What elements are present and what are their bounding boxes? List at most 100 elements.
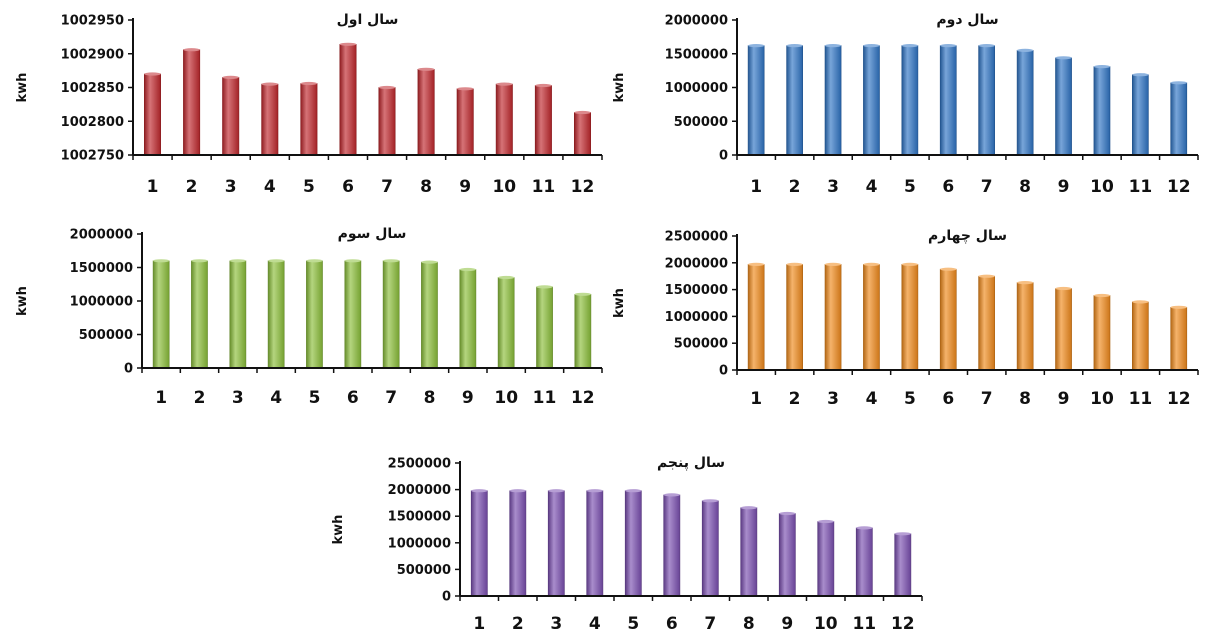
y-axis-label: kwh [15, 286, 30, 316]
bar-5 [300, 83, 318, 156]
x-tick-label: 1 [750, 389, 762, 409]
x-tick-label: 2 [789, 389, 801, 409]
x-tick-label: 10 [1090, 177, 1114, 197]
x-tick-label: 6 [942, 177, 954, 197]
x-tick-label: 6 [666, 614, 678, 634]
bar-top-10 [1093, 293, 1111, 298]
x-tick-label: 4 [264, 177, 276, 197]
bar-10 [817, 521, 835, 597]
x-tick-label: 2 [194, 388, 206, 408]
chart-title: سال پنجم [657, 455, 725, 471]
x-tick-label: 5 [904, 389, 916, 409]
bar-top-8 [421, 260, 438, 264]
y-tick-label: 1500000 [665, 283, 728, 298]
bar-top-5 [306, 259, 323, 263]
bar-4 [863, 264, 880, 371]
y-tick-label: 0 [719, 149, 728, 164]
bar-5 [624, 490, 642, 597]
bar-6 [344, 260, 362, 369]
bar-top-5 [901, 262, 918, 266]
bar-11 [534, 85, 552, 156]
y-axis-label: kwh [331, 515, 346, 545]
bar-top-3 [548, 489, 565, 493]
x-tick-label: 3 [827, 389, 839, 409]
bar-10 [1093, 66, 1111, 156]
bar-top-11 [856, 526, 873, 530]
bar-top-5 [901, 44, 918, 48]
bar-1 [144, 73, 162, 156]
x-tick-label: 7 [381, 177, 393, 197]
x-tick-label: 11 [1129, 177, 1153, 197]
bar-2 [786, 264, 804, 371]
bar-top-3 [229, 259, 246, 263]
bar-top-6 [663, 493, 680, 497]
y-tick-label: 1500000 [665, 47, 728, 62]
y-tick-label: 500000 [397, 563, 451, 578]
x-tick-label: 8 [420, 177, 432, 197]
bar-top-6 [940, 44, 957, 48]
x-tick-label: 10 [814, 614, 838, 634]
x-tick-label: 7 [704, 614, 716, 634]
y-tick-label: 2500000 [388, 457, 451, 472]
bar-top-8 [1017, 48, 1034, 53]
bar-top-2 [786, 262, 803, 266]
bar-1 [747, 264, 765, 371]
x-tick-label: 3 [550, 614, 562, 634]
x-tick-label: 1 [155, 388, 167, 408]
x-tick-label: 11 [852, 614, 876, 634]
bar-top-9 [459, 267, 476, 272]
x-tick-label: 12 [571, 177, 595, 197]
y-tick-label: 0 [124, 362, 133, 377]
y-axis-label: kwh [612, 288, 627, 318]
x-tick-label: 4 [866, 389, 878, 409]
x-tick-label: 3 [827, 177, 839, 197]
y-axis-label: kwh [15, 73, 30, 103]
bar-top-2 [786, 44, 803, 48]
bar-8 [417, 69, 435, 156]
x-tick-label: 6 [342, 177, 354, 197]
y-tick-label: 500000 [79, 328, 133, 343]
bar-top-3 [824, 44, 842, 48]
x-tick-label: 5 [627, 614, 639, 634]
bar-top-9 [779, 511, 796, 516]
bar-top-9 [1055, 56, 1072, 60]
bar-top-10 [496, 82, 513, 86]
bar-1 [747, 45, 765, 156]
x-tick-label: 9 [781, 614, 793, 634]
bar-12 [573, 112, 591, 156]
x-tick-label: 5 [303, 177, 315, 197]
chart-title: سال دوم [936, 12, 998, 28]
bar-top-10 [817, 519, 834, 524]
y-tick-label: 1000000 [70, 295, 133, 310]
x-tick-label: 11 [533, 388, 557, 408]
bar-10 [1093, 295, 1111, 371]
bar-top-4 [863, 262, 880, 266]
bar-1 [152, 260, 170, 369]
bar-4 [261, 83, 279, 156]
bar-7 [978, 275, 996, 371]
x-tick-label: 9 [462, 388, 474, 408]
bar-top-1 [153, 259, 170, 263]
bar-8 [421, 261, 438, 369]
bar-top-8 [1017, 281, 1034, 285]
bar-top-5 [625, 489, 642, 493]
bar-top-11 [535, 83, 552, 88]
bar-2 [786, 45, 804, 156]
y-tick-label: 0 [719, 364, 728, 379]
bar-11 [1131, 301, 1149, 371]
x-tick-label: 9 [1058, 177, 1070, 197]
chart-year-3: 0 500000 1000000 1500000 2000000 1 2 3 4 5 6 7 8 9 10 1… [0, 222, 610, 422]
bar-1 [470, 490, 488, 597]
x-tick-label: 4 [270, 388, 282, 408]
bar-5 [901, 264, 919, 371]
bar-12 [894, 533, 912, 597]
bar-top-7 [378, 85, 396, 90]
bar-top-4 [261, 82, 278, 86]
bar-2 [509, 490, 527, 597]
bar-top-5 [300, 81, 318, 86]
y-tick-label: 0 [442, 590, 451, 605]
bar-2 [183, 49, 201, 156]
